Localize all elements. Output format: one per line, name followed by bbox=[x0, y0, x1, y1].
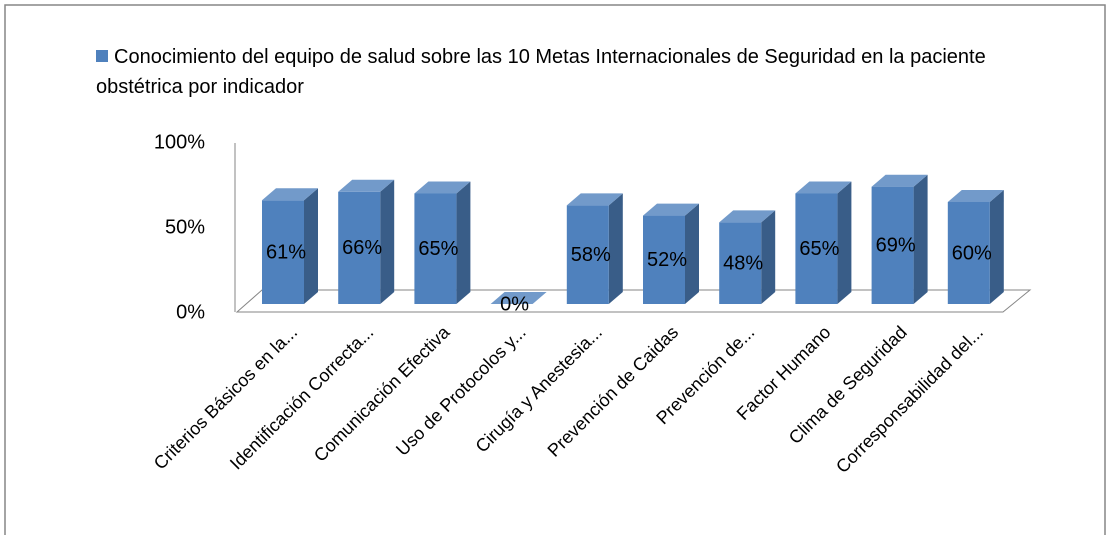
bar bbox=[795, 181, 852, 304]
value-label: 48% bbox=[723, 252, 763, 274]
bar bbox=[338, 179, 395, 304]
bar-side bbox=[608, 193, 623, 304]
value-label: 61% bbox=[266, 241, 306, 263]
bar bbox=[566, 193, 623, 304]
legend-swatch bbox=[96, 50, 108, 62]
value-label: 65% bbox=[418, 238, 458, 260]
y-tick-label: 50% bbox=[165, 216, 205, 238]
bar-side bbox=[913, 174, 928, 304]
value-label: 60% bbox=[952, 242, 992, 264]
bar-top bbox=[871, 174, 928, 187]
bar-top bbox=[262, 188, 318, 201]
bar-front bbox=[719, 222, 762, 304]
y-tick-label: 0% bbox=[176, 301, 205, 323]
bar bbox=[643, 203, 699, 304]
bar bbox=[947, 190, 1004, 304]
bar-top bbox=[719, 210, 776, 223]
bar-side bbox=[761, 210, 776, 304]
value-label: 52% bbox=[647, 249, 687, 271]
bar-side bbox=[837, 181, 852, 304]
value-label: 65% bbox=[799, 238, 839, 260]
bar-top bbox=[643, 203, 699, 216]
bar-front bbox=[871, 186, 914, 304]
value-label: 69% bbox=[876, 235, 916, 257]
value-label: 66% bbox=[342, 237, 382, 259]
bar-side bbox=[685, 203, 699, 304]
bar bbox=[871, 174, 928, 304]
bar-top bbox=[566, 193, 623, 206]
bar-side bbox=[304, 188, 318, 304]
y-tick-label: 100% bbox=[154, 131, 205, 153]
bar bbox=[414, 181, 471, 304]
bar-front bbox=[947, 202, 990, 304]
value-label: 0% bbox=[500, 293, 529, 315]
bar-front bbox=[566, 205, 609, 304]
value-label: 58% bbox=[571, 244, 611, 266]
bar-top bbox=[338, 179, 395, 192]
bar-top bbox=[414, 181, 471, 194]
bar-top bbox=[795, 181, 852, 194]
bar-side bbox=[456, 181, 471, 304]
bar-front bbox=[643, 215, 685, 304]
bar bbox=[719, 210, 776, 304]
bar bbox=[262, 188, 318, 304]
bar-front bbox=[795, 193, 838, 304]
bar bbox=[490, 292, 547, 304]
bar-top bbox=[947, 190, 1004, 202]
bar-front bbox=[338, 191, 381, 304]
bar-front bbox=[414, 193, 457, 304]
bar-side bbox=[380, 179, 395, 304]
bar-top bbox=[490, 292, 547, 304]
bar-side bbox=[989, 190, 1004, 304]
legend-label: Conocimiento del equipo de salud sobre l… bbox=[96, 46, 986, 98]
legend: Conocimiento del equipo de salud sobre l… bbox=[96, 42, 1036, 102]
bar-front bbox=[262, 200, 304, 304]
